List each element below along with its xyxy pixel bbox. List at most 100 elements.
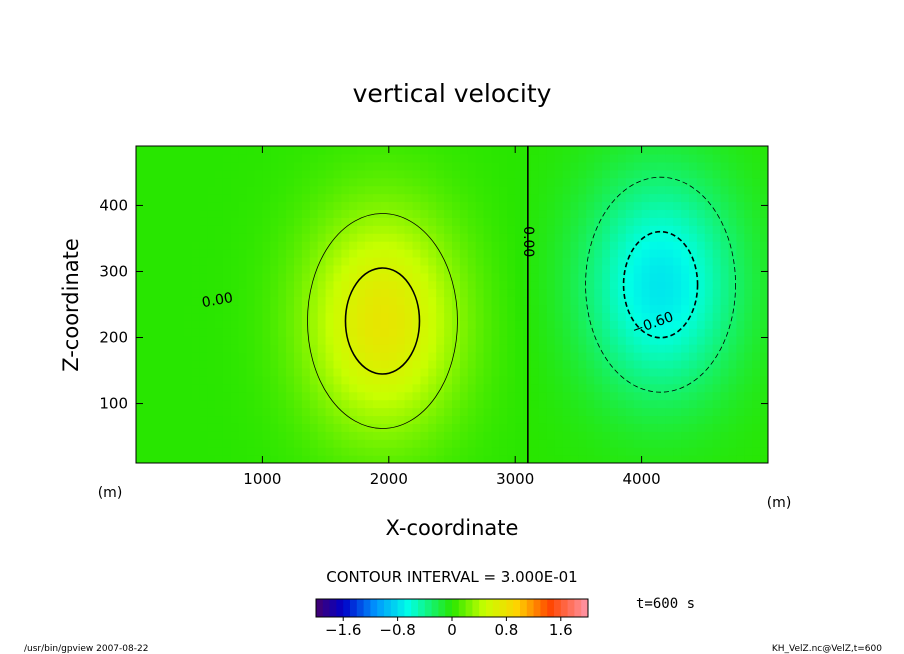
- heatmap-cell: [388, 447, 398, 456]
- heatmap-cell: [586, 280, 595, 290]
- heatmap-cell: [578, 423, 587, 432]
- heatmap-cell: [760, 423, 768, 432]
- heatmap-cell: [538, 225, 548, 234]
- heatmap-cell: [594, 304, 603, 314]
- heatmap-cell: [744, 312, 753, 321]
- heatmap-cell: [199, 201, 208, 211]
- heatmap-cell: [594, 209, 603, 218]
- heatmap-cell: [704, 423, 714, 432]
- heatmap-cell: [681, 169, 690, 179]
- heatmap-cell: [246, 241, 256, 250]
- heatmap-cell: [199, 217, 208, 226]
- heatmap-cell: [301, 233, 311, 242]
- heatmap-cell: [657, 447, 666, 456]
- heatmap-cell: [191, 249, 200, 258]
- heatmap-cell: [594, 264, 603, 274]
- heatmap-cell: [554, 201, 564, 211]
- heatmap-cell: [452, 312, 461, 321]
- heatmap-cell: [610, 304, 619, 314]
- heatmap-cell: [625, 161, 635, 171]
- heatmap-cell: [744, 217, 753, 226]
- heatmap-cell: [696, 256, 706, 266]
- heatmap-cell: [483, 177, 493, 187]
- heatmap-cell: [167, 439, 177, 448]
- heatmap-cell: [136, 241, 145, 250]
- heatmap-cell: [143, 241, 153, 250]
- heatmap-cell: [444, 201, 453, 211]
- heatmap-cell: [546, 375, 556, 385]
- heatmap-cell: [665, 312, 674, 321]
- heatmap-cell: [199, 336, 208, 345]
- heatmap-cell: [744, 407, 753, 417]
- heatmap-cell: [728, 209, 737, 218]
- heatmap-cell: [610, 146, 619, 155]
- heatmap-cell: [333, 209, 342, 218]
- heatmap-cell: [254, 161, 263, 171]
- heatmap-cell: [444, 415, 453, 424]
- heatmap-cell: [215, 344, 224, 353]
- heatmap-cell: [507, 241, 516, 250]
- heatmap-cell: [175, 288, 184, 298]
- heatmap-cell: [681, 431, 690, 440]
- heatmap-cell: [712, 447, 722, 456]
- heatmap-cell: [159, 328, 169, 337]
- heatmap-cell: [222, 415, 232, 424]
- heatmap-cell: [728, 328, 737, 337]
- heatmap-cell: [301, 288, 311, 298]
- heatmap-cell: [341, 415, 350, 424]
- heatmap-cell: [641, 272, 651, 282]
- heatmap-cell: [625, 431, 635, 440]
- heatmap-cell: [696, 177, 706, 187]
- heatmap-cell: [246, 233, 256, 242]
- heatmap-cell: [136, 177, 145, 187]
- heatmap-cell: [199, 249, 208, 258]
- heatmap-cell: [230, 344, 240, 353]
- heatmap-cell: [665, 352, 674, 361]
- heatmap-cell: [167, 328, 177, 337]
- heatmap-cell: [278, 439, 287, 448]
- heatmap-cell: [649, 296, 658, 306]
- heatmap-cell: [444, 177, 453, 187]
- heatmap-cell: [380, 201, 390, 211]
- heatmap-cell: [531, 153, 540, 163]
- heatmap-cell: [728, 455, 737, 463]
- heatmap-cell: [610, 328, 619, 337]
- heatmap-cell: [657, 185, 666, 195]
- heatmap-cell: [657, 423, 666, 432]
- heatmap-cell: [578, 407, 587, 417]
- heatmap-cell: [246, 367, 256, 377]
- heatmap-cell: [586, 367, 595, 377]
- heatmap-cell: [491, 367, 500, 377]
- colorbar-swatch: [540, 599, 548, 617]
- heatmap-cell: [673, 447, 682, 456]
- heatmap-cell: [428, 264, 437, 274]
- heatmap-cell: [546, 439, 556, 448]
- heatmap-cell: [452, 193, 461, 203]
- heatmap-cell: [444, 447, 453, 456]
- heatmap-cell: [404, 161, 414, 171]
- heatmap-cell: [665, 391, 674, 401]
- heatmap-cell: [175, 431, 184, 440]
- heatmap-cell: [610, 391, 619, 401]
- heatmap-cell: [262, 280, 271, 290]
- heatmap-cell: [704, 193, 714, 203]
- heatmap-cell: [562, 344, 572, 353]
- heatmap-cell: [546, 201, 556, 211]
- heatmap-cell: [333, 146, 342, 155]
- heatmap-cell: [199, 209, 208, 218]
- contour-label: 0.00: [201, 290, 234, 311]
- heatmap-cell: [665, 359, 674, 369]
- heatmap-cell: [159, 161, 169, 171]
- heatmap-cell: [452, 272, 461, 282]
- heatmap-cell: [396, 241, 406, 250]
- heatmap-cell: [696, 336, 706, 345]
- heatmap-cell: [491, 161, 500, 171]
- heatmap-cell: [278, 146, 287, 155]
- colorbar-swatch: [486, 599, 494, 617]
- heatmap-cell: [570, 201, 579, 211]
- heatmap-cell: [657, 209, 666, 218]
- heatmap-cell: [736, 209, 745, 218]
- heatmap-cell: [380, 399, 390, 409]
- heatmap-cell: [704, 336, 714, 345]
- heatmap-cell: [207, 383, 216, 393]
